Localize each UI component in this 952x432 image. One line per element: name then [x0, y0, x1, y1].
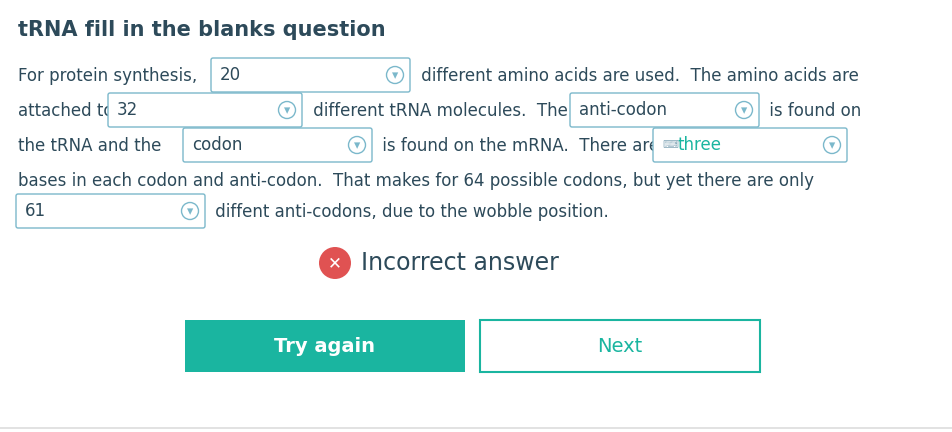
Text: For protein synthesis,: For protein synthesis,	[18, 67, 197, 85]
Text: diffent anti-codons, due to the wobble position.: diffent anti-codons, due to the wobble p…	[210, 203, 608, 221]
Text: 32: 32	[117, 101, 138, 119]
Text: different amino acids are used.  The amino acids are: different amino acids are used. The amin…	[416, 67, 859, 85]
Text: ▾: ▾	[829, 140, 835, 152]
Text: ▾: ▾	[284, 105, 290, 118]
Text: ▾: ▾	[741, 105, 747, 118]
Text: 20: 20	[220, 66, 241, 84]
FancyBboxPatch shape	[185, 320, 465, 372]
Text: anti-codon: anti-codon	[579, 101, 667, 119]
Text: ⌨: ⌨	[662, 140, 678, 150]
Circle shape	[279, 102, 295, 118]
Text: different tRNA molecules.  The: different tRNA molecules. The	[308, 102, 568, 120]
Text: bases in each codon and anti-codon.  That makes for 64 possible codons, but yet : bases in each codon and anti-codon. That…	[18, 172, 814, 190]
FancyBboxPatch shape	[570, 93, 759, 127]
Text: codon: codon	[192, 136, 243, 154]
Text: three: three	[678, 136, 722, 154]
Text: ▾: ▾	[187, 206, 193, 219]
Text: tRNA fill in the blanks question: tRNA fill in the blanks question	[18, 20, 386, 40]
FancyBboxPatch shape	[16, 194, 205, 228]
Text: ▾: ▾	[392, 70, 398, 83]
Text: Try again: Try again	[274, 337, 375, 356]
FancyBboxPatch shape	[108, 93, 302, 127]
Text: is found on: is found on	[764, 102, 862, 120]
Circle shape	[182, 203, 199, 219]
Text: attached to: attached to	[18, 102, 113, 120]
Circle shape	[736, 102, 752, 118]
Text: Next: Next	[597, 337, 643, 356]
Text: ✕: ✕	[328, 254, 342, 272]
Circle shape	[823, 137, 841, 153]
Text: the tRNA and the: the tRNA and the	[18, 137, 162, 155]
Text: is found on the mRNA.  There are: is found on the mRNA. There are	[377, 137, 659, 155]
FancyBboxPatch shape	[480, 320, 760, 372]
FancyBboxPatch shape	[653, 128, 847, 162]
Text: Incorrect answer: Incorrect answer	[361, 251, 559, 275]
Text: ▾: ▾	[354, 140, 360, 152]
Circle shape	[319, 247, 351, 279]
Circle shape	[387, 67, 404, 83]
Text: 61: 61	[25, 202, 46, 220]
FancyBboxPatch shape	[183, 128, 372, 162]
Circle shape	[348, 137, 366, 153]
FancyBboxPatch shape	[211, 58, 410, 92]
